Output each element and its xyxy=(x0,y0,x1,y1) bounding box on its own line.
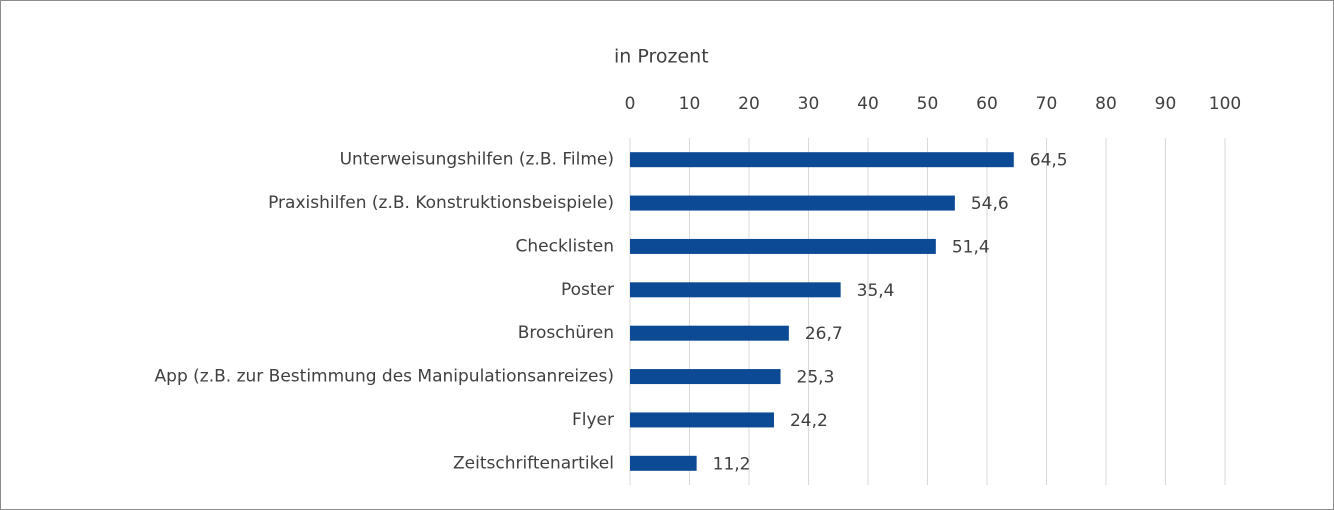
axis-label: in Prozent xyxy=(614,46,709,68)
bar xyxy=(630,369,781,385)
value-label: 25,3 xyxy=(797,368,835,388)
value-label: 51,4 xyxy=(952,237,990,257)
bar xyxy=(630,412,774,428)
y-tick-label: Zeitschriftenartikel xyxy=(453,453,614,473)
x-tick-label: 90 xyxy=(1155,94,1177,114)
bar xyxy=(630,325,789,341)
value-label: 26,7 xyxy=(805,324,843,344)
bar xyxy=(630,195,955,211)
x-tick-label: 70 xyxy=(1036,94,1058,114)
y-tick-label: Broschüren xyxy=(518,323,614,343)
value-label: 11,2 xyxy=(713,454,751,474)
x-tick-label: 20 xyxy=(738,94,760,114)
value-label: 35,4 xyxy=(857,281,895,301)
y-tick-label: Poster xyxy=(561,280,614,300)
x-tick-label: 50 xyxy=(917,94,939,114)
x-tick-label: 60 xyxy=(976,94,998,114)
x-tick-label: 10 xyxy=(679,94,701,114)
x-tick-label: 40 xyxy=(857,94,879,114)
value-label: 64,5 xyxy=(1030,151,1068,171)
x-tick-label: 30 xyxy=(798,94,820,114)
bar xyxy=(630,152,1014,168)
y-tick-label: Checklisten xyxy=(516,236,615,256)
y-tick-label: Praxishilfen (z.B. Konstruktionsbeispiel… xyxy=(268,193,614,213)
bar xyxy=(630,238,936,254)
x-tick-label: 80 xyxy=(1095,94,1117,114)
y-tick-label: App (z.B. zur Bestimmung des Manipulatio… xyxy=(155,367,614,387)
x-tick-label: 0 xyxy=(625,94,636,114)
x-tick-label: 100 xyxy=(1209,94,1241,114)
y-tick-label: Flyer xyxy=(572,410,614,430)
bar xyxy=(630,282,841,298)
bar xyxy=(630,455,697,471)
value-label: 54,6 xyxy=(971,194,1009,214)
value-label: 24,2 xyxy=(790,411,828,431)
y-tick-label: Unterweisungshilfen (z.B. Filme) xyxy=(340,150,614,170)
